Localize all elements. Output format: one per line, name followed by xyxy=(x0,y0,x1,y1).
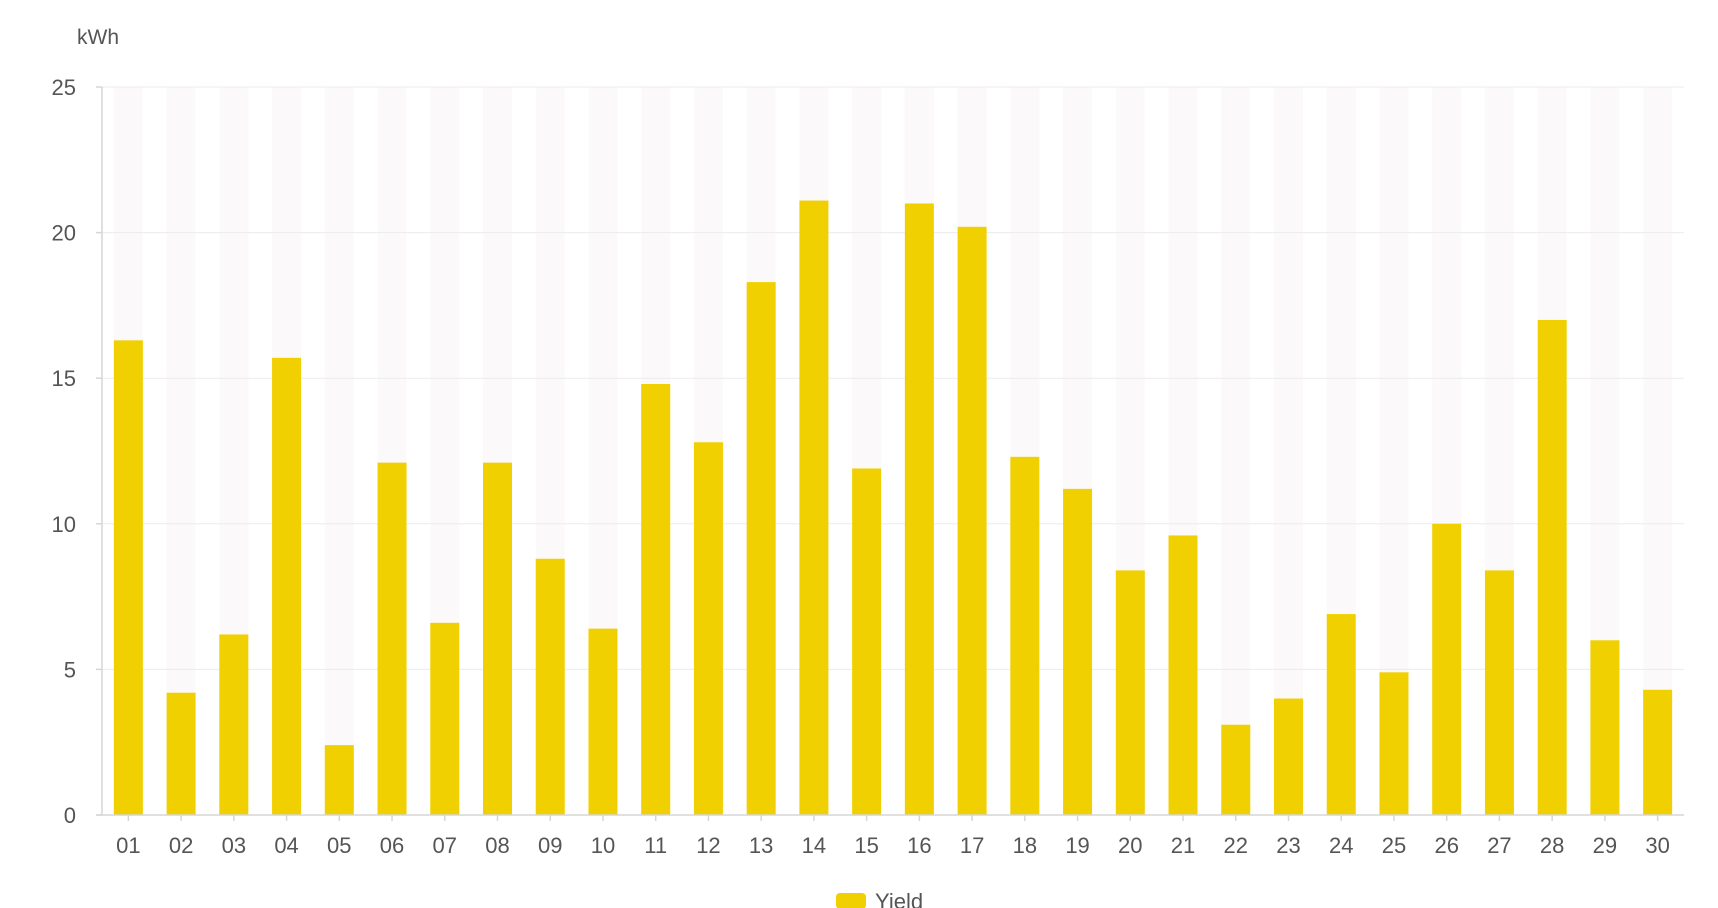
bar-14[interactable] xyxy=(799,200,829,815)
x-tick-label: 12 xyxy=(696,833,720,858)
x-tick-label: 07 xyxy=(433,833,457,858)
x-tick-label: 28 xyxy=(1540,833,1564,858)
y-axis-unit-label: kWh xyxy=(77,26,119,49)
bar-25[interactable] xyxy=(1379,672,1409,815)
x-tick-label: 14 xyxy=(802,833,826,858)
x-tick-label: 04 xyxy=(274,833,298,858)
bar-16[interactable] xyxy=(904,203,934,816)
y-tick-label: 20 xyxy=(52,221,76,246)
bar-08[interactable] xyxy=(483,462,512,815)
bars xyxy=(113,200,1673,816)
bar-05[interactable] xyxy=(324,745,354,815)
x-tick-label: 09 xyxy=(538,833,562,858)
bar-27[interactable] xyxy=(1484,570,1514,815)
y-tick-label: 10 xyxy=(52,512,76,537)
bar-04[interactable] xyxy=(272,357,302,815)
bar-19[interactable] xyxy=(1063,488,1093,815)
bar-22[interactable] xyxy=(1221,724,1251,815)
bar-12[interactable] xyxy=(693,442,723,815)
bar-17[interactable] xyxy=(957,226,987,815)
x-tick-label: 27 xyxy=(1487,833,1511,858)
x-tick-label: 22 xyxy=(1224,833,1248,858)
bar-28[interactable] xyxy=(1537,319,1567,815)
x-tick-label: 21 xyxy=(1171,833,1195,858)
y-tick-label: 0 xyxy=(64,803,76,828)
column-band xyxy=(1274,87,1303,815)
x-tick-label: 19 xyxy=(1065,833,1089,858)
bar-11[interactable] xyxy=(641,384,671,815)
bar-18[interactable] xyxy=(1010,456,1040,815)
column-band xyxy=(1221,87,1251,815)
x-tick-label: 30 xyxy=(1645,833,1669,858)
bar-21[interactable] xyxy=(1168,535,1198,815)
x-tick-label: 01 xyxy=(116,833,140,858)
x-tick-label: 20 xyxy=(1118,833,1142,858)
y-tick-label: 5 xyxy=(64,657,76,682)
x-tick-label: 03 xyxy=(222,833,246,858)
x-tick-label: 29 xyxy=(1593,833,1617,858)
axes xyxy=(96,87,1684,816)
x-tick-label: 08 xyxy=(485,833,509,858)
bar-07[interactable] xyxy=(430,622,460,815)
column-band xyxy=(324,87,354,815)
bar-24[interactable] xyxy=(1326,614,1356,815)
bar-29[interactable] xyxy=(1590,640,1620,815)
x-tick-label: 26 xyxy=(1434,833,1458,858)
bar-03[interactable] xyxy=(219,634,249,815)
legend[interactable]: Yield xyxy=(836,889,923,908)
x-tick-label: 05 xyxy=(327,833,351,858)
bar-10[interactable] xyxy=(588,628,618,815)
bar-06[interactable] xyxy=(377,462,407,815)
x-tick-label: 24 xyxy=(1329,833,1353,858)
x-tick-label: 18 xyxy=(1013,833,1037,858)
x-tick-label: 15 xyxy=(854,833,878,858)
x-tick-label: 11 xyxy=(644,833,667,858)
x-tick-label: 10 xyxy=(591,833,615,858)
legend-label: Yield xyxy=(875,889,923,908)
y-tick-labels: 0 5 10 15 20 25 xyxy=(52,75,76,828)
gridlines xyxy=(96,86,1684,816)
bar-09[interactable] xyxy=(535,558,565,815)
x-tick-label: 16 xyxy=(907,833,931,858)
x-tick-label: 17 xyxy=(960,833,984,858)
x-tick-label: 06 xyxy=(380,833,404,858)
x-tick-label: 25 xyxy=(1382,833,1406,858)
x-tick-label: 13 xyxy=(749,833,773,858)
bar-02[interactable] xyxy=(166,692,196,815)
bar-23[interactable] xyxy=(1274,698,1303,815)
bar-01[interactable] xyxy=(113,340,143,815)
bar-13[interactable] xyxy=(746,282,776,816)
bar-26[interactable] xyxy=(1432,523,1462,815)
legend-swatch xyxy=(836,893,866,908)
x-tick-label: 02 xyxy=(169,833,193,858)
bar-15[interactable] xyxy=(852,468,882,815)
y-tick-label: 15 xyxy=(52,366,76,391)
y-tick-label: 25 xyxy=(52,75,76,100)
x-tick-label: 23 xyxy=(1276,833,1300,858)
x-tick-labels: 01 02 03 04 05 06 07 08 09 10 11 12 13 14 15 16 17 18 19 20… xyxy=(116,815,1670,858)
bar-30[interactable] xyxy=(1643,689,1673,815)
bar-20[interactable] xyxy=(1115,570,1145,815)
